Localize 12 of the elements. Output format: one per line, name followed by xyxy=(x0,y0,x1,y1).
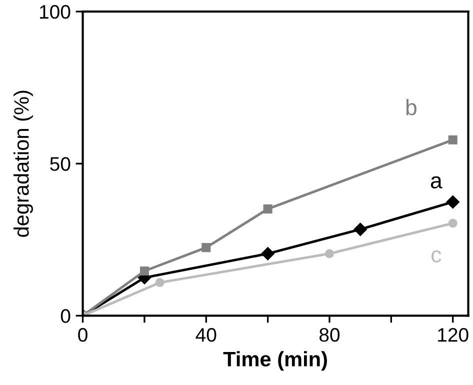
series-label: a xyxy=(430,176,442,188)
y-tick-label: 50 xyxy=(50,157,70,171)
y-axis-title: degradation (%) xyxy=(14,90,33,237)
x-tick-label: 120 xyxy=(438,328,468,342)
x-tick-label: 0 xyxy=(78,328,88,342)
y-tick-label: 0 xyxy=(60,309,70,323)
series-label: b xyxy=(406,98,416,116)
x-tick-label: 40 xyxy=(196,328,216,342)
x-axis-title: Time (min) xyxy=(223,351,327,371)
series-label: c xyxy=(432,250,442,263)
x-tick-label: 80 xyxy=(320,328,340,342)
y-tick-label: 100 xyxy=(40,5,70,19)
